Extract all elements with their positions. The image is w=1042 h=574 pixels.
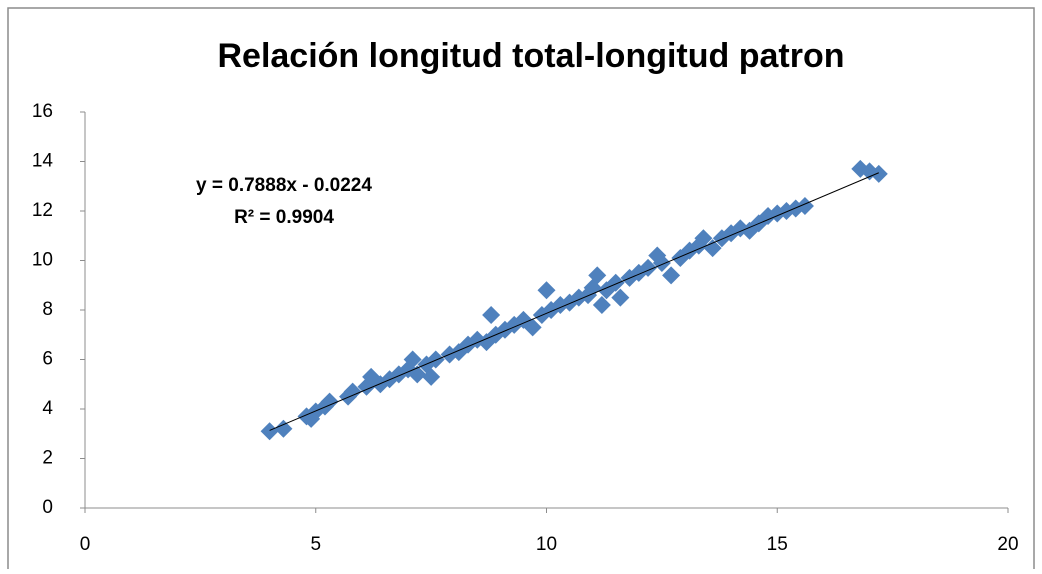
data-point	[592, 296, 611, 315]
data-point	[343, 382, 362, 401]
data-point	[422, 367, 441, 386]
y-tick-label: 10	[32, 250, 53, 271]
data-point	[606, 273, 625, 292]
data-point	[537, 281, 556, 300]
y-tick-label: 2	[42, 448, 53, 469]
data-point	[703, 239, 722, 258]
chart-title: Relación longitud total-longitud patron	[217, 37, 844, 75]
data-point	[403, 350, 422, 369]
data-point	[260, 422, 279, 441]
data-point	[869, 164, 888, 183]
r-squared: R² = 0.9904	[234, 207, 334, 228]
y-tick-label: 6	[42, 349, 53, 370]
y-tick-label: 4	[42, 398, 53, 419]
y-tick-label: 12	[32, 200, 53, 221]
data-point	[426, 350, 445, 369]
chart-frame	[7, 7, 1035, 574]
y-tick-label: 0	[42, 497, 53, 518]
x-tick-label: 0	[80, 534, 91, 555]
data-point	[652, 253, 671, 272]
y-tick-label: 16	[32, 101, 53, 122]
data-point	[495, 320, 514, 339]
x-tick-label: 10	[536, 534, 557, 555]
data-point	[588, 266, 607, 285]
data-point	[320, 392, 339, 411]
data-point	[523, 318, 542, 337]
x-tick-label: 20	[997, 534, 1018, 555]
data-point	[611, 288, 630, 307]
trendline-equation: y = 0.7888x - 0.0224	[196, 175, 372, 196]
trendline	[269, 172, 879, 431]
x-tick-label: 15	[767, 534, 788, 555]
data-point	[482, 305, 501, 324]
y-tick-label: 14	[32, 151, 54, 172]
data-point	[694, 229, 713, 248]
data-point	[274, 419, 293, 438]
x-tick-label: 5	[310, 534, 321, 555]
data-point	[662, 266, 681, 285]
data-point	[795, 197, 814, 216]
y-tick-label: 8	[42, 299, 53, 320]
